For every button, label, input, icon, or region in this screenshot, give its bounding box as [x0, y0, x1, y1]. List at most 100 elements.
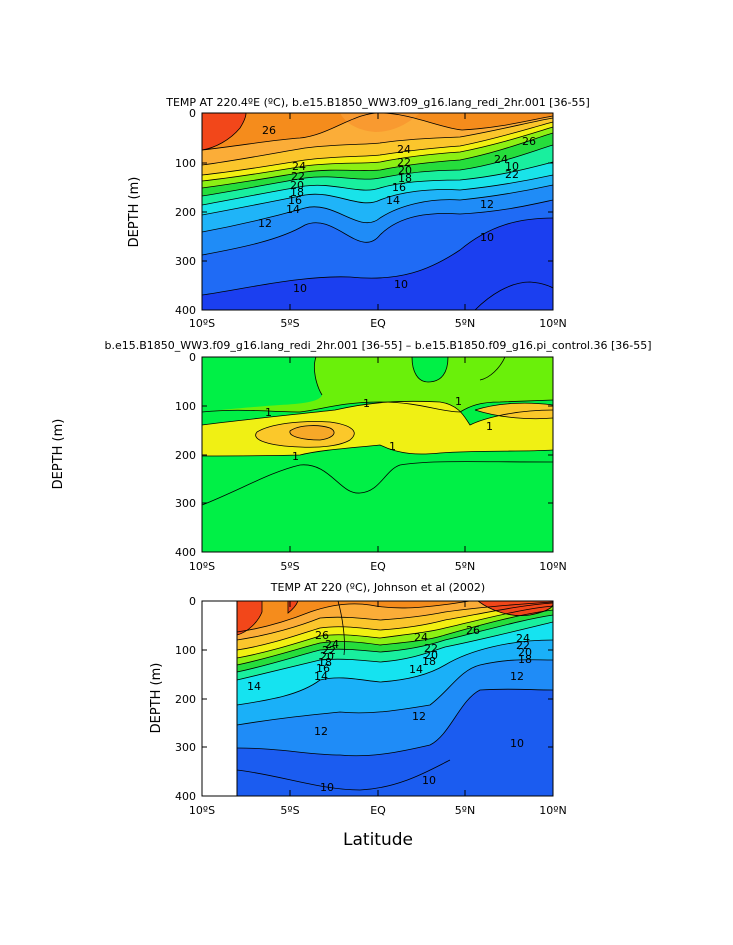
contour-line	[314, 357, 323, 396]
contour-label: 22	[322, 644, 336, 657]
x-tick-label: 10ºN	[539, 560, 566, 573]
panel-3-contours	[236, 601, 553, 796]
x-tick-label: 5ºS	[280, 804, 299, 817]
contour-line	[479, 357, 506, 381]
x-tick-label: EQ	[370, 560, 386, 573]
panel-2-xticks: 10ºS 5ºS EQ 5ºN 10ºN	[189, 560, 567, 573]
contour-label: 10	[505, 160, 519, 173]
x-tick-label: 10ºS	[189, 560, 215, 573]
contour-label: 12	[314, 725, 328, 738]
panel-3-xticks: 10ºS 5ºS EQ 5ºN 10ºN	[189, 804, 567, 817]
panel-2-contours	[202, 357, 553, 506]
panel-2-ticks	[202, 357, 553, 552]
contour-line	[202, 217, 553, 296]
contour-line	[236, 614, 553, 673]
contour-line	[202, 113, 553, 151]
contour-label: 26	[262, 124, 276, 137]
contour-label: 18	[518, 653, 532, 666]
band-25-center	[340, 113, 420, 132]
band-24	[237, 601, 553, 640]
contour-line	[236, 759, 451, 791]
contour-line	[202, 461, 553, 506]
contour-line	[289, 425, 335, 441]
y-tick-label: 200	[175, 693, 196, 706]
y-tick-label: 400	[175, 546, 196, 559]
contour-label: 1	[363, 397, 370, 410]
contour-line	[202, 132, 553, 189]
contour-label: 14	[247, 680, 261, 693]
y-tick-label: 200	[175, 206, 196, 219]
panel-1-xticks: 10ºS 5ºS EQ 5ºN 10ºN	[189, 317, 567, 330]
contour-label: 18	[422, 655, 436, 668]
contour-line	[236, 602, 553, 651]
contour-line	[474, 409, 553, 420]
y-tick-label: 300	[175, 741, 196, 754]
band-05	[202, 357, 553, 412]
contour-line	[337, 601, 345, 656]
contour-line	[236, 605, 553, 659]
contour-label: 20	[290, 179, 304, 192]
y-tick-label: 200	[175, 449, 196, 462]
contour-line	[202, 161, 553, 206]
contour-line	[236, 659, 553, 726]
panel-2-yticks: 0 100 200 300 400	[175, 351, 196, 559]
panel-1-ticks	[202, 113, 553, 310]
contour-label: 16	[316, 662, 330, 675]
panel-2-contour-labels: 1 1 1 1 1 1	[265, 395, 493, 463]
contour-label: 14	[314, 670, 328, 683]
x-tick-label: 5ºS	[280, 560, 299, 573]
x-tick-label: 10ºS	[189, 804, 215, 817]
contour-line	[202, 144, 553, 197]
y-tick-label: 0	[189, 107, 196, 120]
contour-line	[474, 402, 553, 411]
contour-label: 14	[409, 663, 423, 676]
band-warm-west	[237, 601, 262, 635]
panel-3-title: TEMP AT 220 (ºC), Johnson et al (2002)	[270, 581, 485, 594]
contour-line	[202, 121, 553, 176]
contour-label: 22	[291, 170, 305, 183]
contour-label: 24	[397, 143, 411, 156]
panel-2-ylabel: DEPTH (m)	[51, 419, 66, 490]
contour-line	[202, 399, 553, 413]
panel-3-xlabel: Latitude	[343, 830, 413, 850]
contour-line	[477, 601, 553, 617]
contour-line	[236, 609, 553, 666]
y-tick-label: 0	[189, 351, 196, 364]
contour-line	[202, 184, 553, 233]
contour-label: 26	[315, 629, 329, 642]
contour-line	[236, 621, 553, 681]
band-26	[202, 113, 553, 150]
contour-line	[236, 639, 553, 706]
contour-label: 10	[510, 737, 524, 750]
contour-line	[202, 199, 553, 256]
contour-label: 10	[422, 774, 436, 787]
panel-3-ylabel: DEPTH (m)	[149, 663, 164, 734]
band-26	[237, 601, 470, 632]
contour-label: 22	[516, 639, 530, 652]
contour-label: 12	[412, 710, 426, 723]
band-0-deep	[202, 461, 553, 552]
contour-label: 24	[414, 631, 428, 644]
panel-3: TEMP AT 220 (ºC), Johnson et al (2002) D…	[149, 581, 567, 850]
contour-label: 10	[480, 231, 494, 244]
panel-2: b.e15.B1850_WW3.f09_g16.lang_redi_2hr.00…	[51, 339, 652, 573]
contour-label: 24	[292, 160, 306, 173]
contour-line	[202, 126, 553, 182]
contour-label: 20	[518, 646, 532, 659]
contour-line	[202, 174, 553, 216]
band-warm-pool	[202, 113, 246, 150]
panel-1-title: TEMP AT 220.4ºE (ºC), b.e15.B1850_WW3.f0…	[165, 96, 589, 109]
contour-label: 12	[258, 217, 272, 230]
y-tick-label: 300	[175, 497, 196, 510]
panel-3-yticks: 0 100 200 300 400	[175, 595, 196, 803]
contour-line	[287, 601, 299, 614]
panel-3-ticks	[202, 601, 553, 796]
contour-label: 18	[318, 656, 332, 669]
panel-2-title: b.e15.B1850_WW3.f09_g16.lang_redi_2hr.00…	[104, 339, 651, 352]
contour-line	[411, 357, 449, 383]
contour-label: 26	[522, 135, 536, 148]
contour-label: 22	[397, 156, 411, 169]
contour-line	[202, 117, 553, 166]
x-tick-label: EQ	[370, 317, 386, 330]
contour-line	[202, 444, 553, 457]
